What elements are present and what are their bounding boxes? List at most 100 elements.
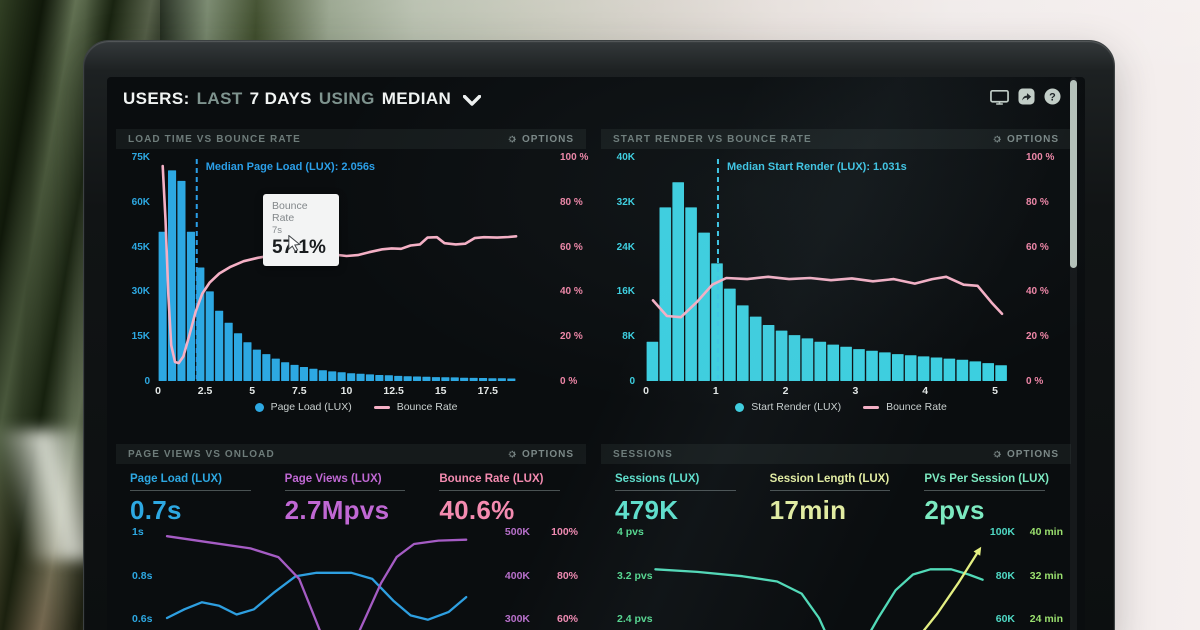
metric-page-load: Page Load (LUX) 0.7s	[130, 473, 263, 525]
metric-label: PVs Per Session (LUX)	[924, 473, 1049, 485]
tooltip-title: Bounce Rate	[272, 200, 308, 224]
metric-label: Bounce Rate (LUX)	[439, 473, 544, 485]
legend: Start Render (LUX) Bounce Rate	[641, 401, 1041, 413]
laptop-frame: USERS: LAST 7 DAYS USING MEDIAN	[83, 40, 1115, 630]
y-axis-right: 100 % 80 % 60 % 40 % 20 % 0 %	[1026, 152, 1055, 387]
chart-load-time: 75K 60K 45K 30K 15K 0 100 % 80 % 60 % 40 % 20 % 0 …	[116, 149, 589, 425]
gear-icon	[993, 450, 1001, 458]
metric-label: Page Load (LUX)	[130, 473, 223, 485]
metric-label: Page Views (LUX)	[284, 473, 382, 485]
scrollbar-thumb[interactable]	[1070, 80, 1077, 268]
tooltip-value: 57.1%	[272, 237, 326, 258]
panels-grid: LOAD TIME VS BOUNCE RATE OPTIONS 75K 60K 4…	[116, 129, 1071, 630]
options-button[interactable]: OPTIONS	[992, 449, 1059, 460]
legend-label: Page Load (LUX)	[270, 401, 352, 413]
chart-sessions: 4 pvs 100K 40 min 3.2 pvs 80K 32 min 2.4 pvs 60…	[601, 524, 1071, 630]
metrics-row: Sessions (LUX) 479K Session Length (LUX)…	[601, 464, 1071, 525]
metric-underline	[924, 490, 1046, 491]
header-segment: USERS:	[123, 89, 190, 108]
metric-value: 40.6%	[439, 495, 515, 525]
gear-icon	[508, 450, 516, 458]
metric-underline	[615, 490, 736, 491]
dashboard-header: USERS: LAST 7 DAYS USING MEDIAN	[107, 77, 1085, 121]
metric-value: 17min	[769, 495, 847, 525]
metric-page-views: Page Views (LUX) 2.7Mpvs	[284, 473, 418, 525]
line-plot	[645, 524, 993, 630]
svg-text:?: ?	[1049, 91, 1056, 103]
chevron-down-icon	[463, 94, 482, 106]
legend-dot	[254, 402, 264, 412]
header-segment: USING	[318, 89, 375, 108]
y-axis-left: 40K 32K 24K 16K 8K 0	[616, 152, 635, 387]
histogram-plot-start-render	[646, 157, 1016, 381]
panel-title: PAGE VIEWS VS ONLOAD	[128, 448, 275, 460]
legend-item-bounce-rate[interactable]: Bounce Rate	[863, 401, 947, 413]
legend-label: Bounce Rate	[886, 401, 947, 413]
legend-item-start-render[interactable]: Start Render (LUX)	[735, 401, 841, 413]
panel-sessions: SESSIONS OPTIONS Sessions (LUX) 479	[601, 444, 1071, 630]
scrollbar-track	[1070, 77, 1077, 630]
chart-page-views-onload: 1s 500K 100% 0.8s 400K 80% 0.6s 300K 60%	[116, 524, 586, 630]
help-icon[interactable]: ?	[1044, 88, 1061, 105]
metric-session-length: Session Length (LUX) 17min	[769, 473, 903, 525]
display-icon[interactable]	[990, 89, 1009, 105]
options-label: OPTIONS	[1006, 448, 1059, 460]
legend: Page Load (LUX) Bounce Rate	[156, 401, 556, 413]
users-range-dropdown[interactable]: USERS: LAST 7 DAYS USING MEDIAN	[123, 89, 482, 109]
panel-header: START RENDER VS BOUNCE RATE OPTIONS	[601, 129, 1071, 149]
gear-icon	[993, 135, 1001, 143]
metric-value: 2pvs	[924, 495, 985, 525]
header-icon-group: ?	[990, 88, 1061, 105]
histogram-plot-load-time	[158, 157, 550, 381]
gear-icon	[508, 135, 516, 143]
legend-label: Bounce Rate	[396, 401, 458, 413]
metric-underline	[284, 490, 406, 491]
panel-title: SESSIONS	[613, 448, 673, 460]
share-arrow-icon[interactable]	[1018, 88, 1035, 105]
y-axis-left: 75K 60K 45K 30K 15K 0	[131, 152, 150, 387]
header-segment: LAST	[196, 89, 243, 108]
options-button[interactable]: OPTIONS	[507, 134, 574, 145]
mouse-cursor-icon	[288, 235, 301, 252]
legend-label: Start Render (LUX)	[751, 401, 842, 413]
metric-underline	[439, 490, 561, 491]
panel-header: SESSIONS OPTIONS	[601, 444, 1071, 464]
panel-start-render: START RENDER VS BOUNCE RATE OPTIONS 40K 3…	[601, 129, 1071, 425]
line-plot	[160, 524, 508, 630]
panel-header: LOAD TIME VS BOUNCE RATE OPTIONS	[116, 129, 586, 149]
legend-item-bounce-rate[interactable]: Bounce Rate	[373, 401, 458, 413]
metric-underline	[769, 490, 891, 491]
metric-label: Sessions (LUX)	[615, 473, 700, 485]
metric-sessions: Sessions (LUX) 479K	[615, 473, 748, 525]
options-button[interactable]: OPTIONS	[992, 134, 1059, 145]
legend-dash	[863, 405, 880, 409]
options-label: OPTIONS	[1006, 133, 1059, 145]
median-annotation: Median Start Render (LUX): 1.031s	[726, 161, 907, 173]
metric-value: 0.7s	[130, 495, 182, 525]
tooltip-x-value: 7s	[272, 225, 283, 236]
metric-value: 2.7Mpvs	[284, 495, 390, 525]
metrics-row: Page Load (LUX) 0.7s Page Views (LUX) 2.…	[116, 464, 586, 525]
legend-dash	[373, 405, 390, 409]
panel-title: START RENDER VS BOUNCE RATE	[613, 133, 812, 145]
dashboard-screen: USERS: LAST 7 DAYS USING MEDIAN	[107, 77, 1085, 630]
panel-header: PAGE VIEWS VS ONLOAD OPTIONS	[116, 444, 586, 464]
options-label: OPTIONS	[521, 448, 574, 460]
header-segment: MEDIAN	[381, 89, 452, 108]
panel-load-time: LOAD TIME VS BOUNCE RATE OPTIONS 75K 60K 4…	[116, 129, 589, 425]
chart-start-render: 40K 32K 24K 16K 8K 0 100 % 80 % 60 % 40 % 20 % 0 %…	[601, 149, 1071, 425]
metric-underline	[130, 490, 251, 491]
legend-item-page-load[interactable]: Page Load (LUX)	[254, 401, 352, 413]
legend-dot	[735, 402, 745, 412]
metric-bounce-rate: Bounce Rate (LUX) 40.6%	[439, 473, 572, 525]
bounce-rate-tooltip: Bounce Rate 7s 57.1%	[263, 194, 339, 266]
panel-page-views: PAGE VIEWS VS ONLOAD OPTIONS Page Load (…	[116, 444, 586, 630]
panel-title: LOAD TIME VS BOUNCE RATE	[128, 133, 301, 145]
options-button[interactable]: OPTIONS	[507, 449, 574, 460]
y-axis-right: 100 % 80 % 60 % 40 % 20 % 0 %	[560, 152, 589, 387]
median-annotation: Median Page Load (LUX): 2.056s	[205, 161, 376, 173]
options-label: OPTIONS	[521, 133, 574, 145]
metric-value: 479K	[615, 495, 679, 525]
